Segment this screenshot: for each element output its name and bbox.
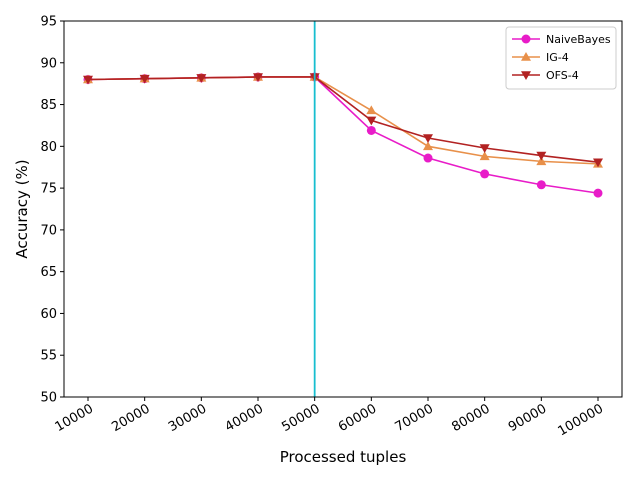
data-point	[423, 141, 433, 151]
data-point	[480, 169, 490, 179]
x-tick-label: 100000	[556, 401, 606, 439]
legend-label: NaiveBayes	[546, 33, 611, 46]
legend-marker	[521, 34, 531, 44]
x-tick-label: 80000	[449, 401, 492, 435]
series-line	[87, 76, 599, 165]
data-point	[366, 125, 376, 135]
y-tick-label: 75	[40, 182, 57, 197]
x-tick-label: 30000	[166, 401, 209, 435]
data-point	[479, 144, 490, 154]
legend-label: IG-4	[546, 51, 569, 64]
legend-box	[505, 26, 617, 90]
series-ofs-4	[83, 73, 603, 168]
legend-marker	[521, 71, 531, 80]
data-point	[593, 188, 603, 198]
plot-frame	[63, 20, 623, 398]
legend: NaiveBayes IG-4 OFS-4	[505, 26, 617, 90]
y-axis-label: Accuracy (%)	[13, 159, 31, 258]
data-point	[423, 134, 433, 143]
legend-item: IG-4	[512, 51, 569, 64]
y-tick-label: 85	[40, 98, 57, 113]
y-axis: 50 55 60 65 70 75 80 85 90 95	[40, 15, 64, 406]
data-point	[536, 180, 546, 190]
legend-label: OFS-4	[546, 69, 579, 82]
legend-item: OFS-4	[512, 69, 579, 82]
data-point	[139, 74, 150, 84]
x-tick-label: 10000	[53, 401, 96, 435]
x-axis: 10000 20000 30000 40000 50000 60000 70000 80000…	[53, 397, 606, 439]
data-point	[536, 156, 547, 166]
data-point	[593, 158, 603, 168]
x-tick-label: 20000	[109, 401, 152, 435]
x-tick-label: 60000	[336, 401, 379, 435]
y-tick-label: 65	[40, 265, 57, 280]
data-point	[83, 75, 93, 85]
y-tick-label: 70	[40, 223, 57, 238]
data-point	[536, 151, 547, 161]
x-axis-label: Processed tuples	[280, 448, 407, 466]
x-tick-label: 50000	[279, 401, 322, 435]
x-tick-label: 40000	[223, 401, 266, 435]
y-tick-label: 50	[40, 391, 57, 406]
y-tick-label: 60	[40, 307, 57, 322]
data-point	[196, 74, 207, 83]
series-naivebayes	[83, 72, 603, 198]
data-point	[423, 153, 433, 163]
series-line	[87, 76, 599, 164]
y-tick-label: 95	[40, 15, 57, 30]
legend-item: NaiveBayes	[512, 33, 611, 46]
x-tick-label: 90000	[506, 401, 549, 435]
y-tick-label: 80	[40, 140, 57, 155]
data-point	[366, 105, 377, 115]
x-tick-label: 70000	[393, 401, 436, 435]
y-tick-label: 55	[40, 349, 57, 364]
data-point	[253, 73, 263, 82]
y-tick-label: 90	[40, 56, 57, 71]
data-point	[366, 116, 377, 126]
plot-area	[83, 21, 603, 397]
legend-marker	[521, 52, 531, 61]
data-point	[479, 151, 490, 161]
